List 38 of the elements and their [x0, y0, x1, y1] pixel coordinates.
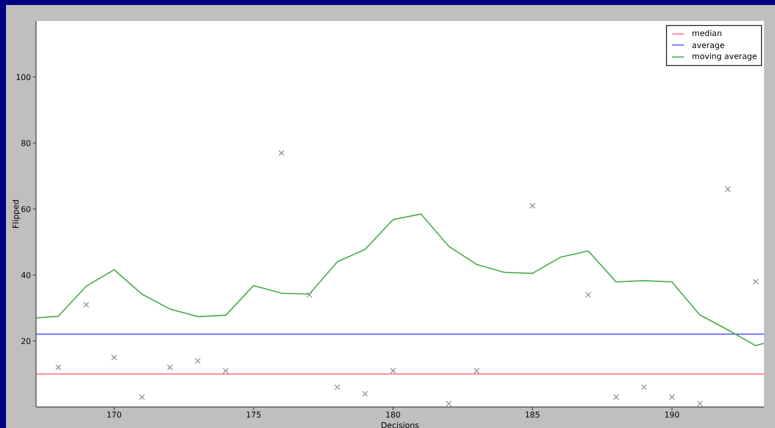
y-tick-label: 80 [20, 138, 31, 148]
x-axis-title: Decisions [380, 421, 420, 428]
y-tick-label: 60 [20, 204, 31, 214]
point [278, 150, 284, 156]
line-series [36, 213, 764, 346]
y-tick-label: 20 [20, 336, 31, 346]
point [306, 292, 312, 298]
point [111, 354, 118, 361]
point [474, 368, 480, 374]
point [529, 202, 536, 209]
y-tick-label: 40 [20, 270, 31, 280]
legend-label: average [692, 40, 725, 51]
point [668, 394, 675, 400]
point [166, 364, 173, 370]
point [446, 400, 452, 407]
x-tick-label: 170 [106, 410, 122, 420]
point [55, 364, 62, 370]
point [334, 384, 340, 390]
point [724, 186, 731, 192]
x-tick-label: 185 [524, 410, 540, 420]
point [696, 400, 703, 407]
y-axis-title: Flipped [12, 199, 20, 229]
point [83, 302, 90, 308]
point [138, 394, 145, 400]
x-tick-label: 175 [246, 410, 262, 420]
y-tick-label: 100 [16, 72, 31, 82]
x-tick-label: 190 [664, 410, 680, 420]
point [362, 390, 368, 397]
point [222, 368, 229, 374]
x-tick-label: 180 [385, 410, 401, 420]
point [641, 384, 648, 390]
point [390, 368, 396, 374]
legend-label: moving average [692, 51, 757, 62]
point [613, 394, 620, 400]
point [752, 278, 759, 285]
legend-label: median [692, 28, 722, 40]
point [585, 292, 592, 298]
point [194, 358, 201, 364]
